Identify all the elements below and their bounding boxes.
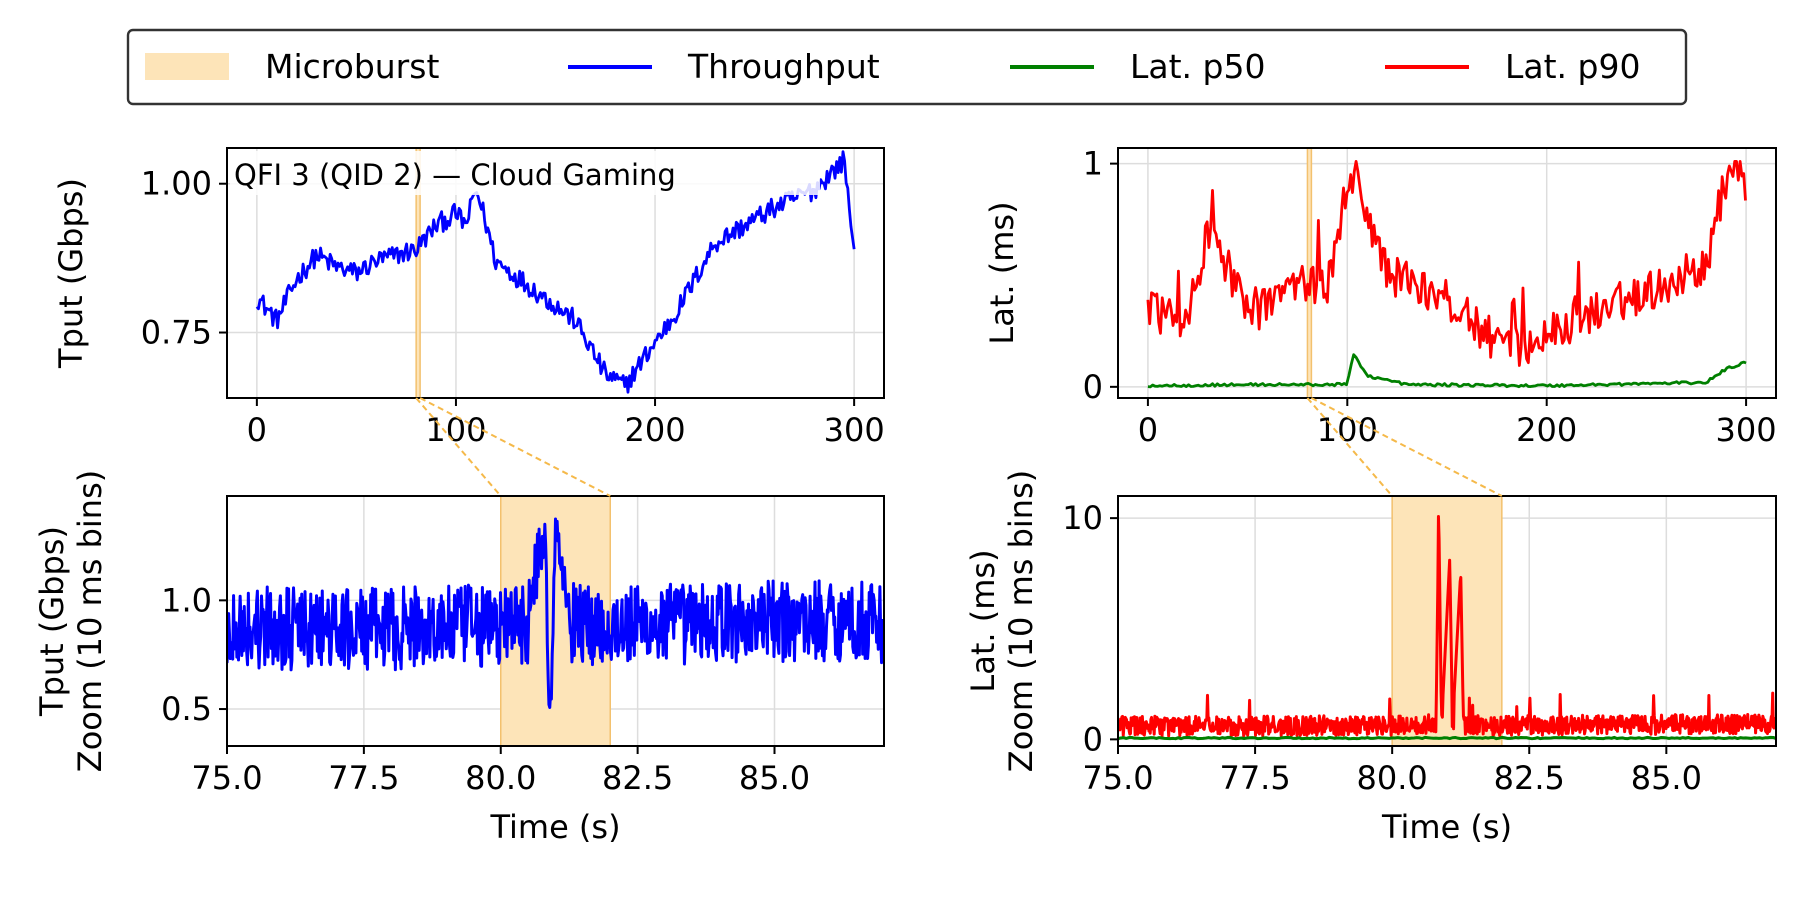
title-box: [230, 151, 820, 195]
y-tick-label: 0.75: [141, 314, 212, 352]
legend-swatch-microburst: [145, 53, 229, 80]
zoom-connector-left: [415, 397, 502, 497]
x-tick-label: 85.0: [739, 759, 810, 797]
y-axis-label: Lat. (ms)Zoom (10 ms bins): [964, 470, 1040, 772]
microburst-band: [415, 148, 421, 398]
x-tick-label: 200: [1516, 411, 1577, 449]
x-tick-label: 77.5: [328, 759, 399, 797]
y-tick-label: 1: [1083, 145, 1103, 183]
series-line-lat-p90: [1118, 515, 1776, 738]
legend: Microburst Throughput Lat. p50 Lat. p90: [126, 28, 1688, 106]
y-tick-label: 0: [1083, 720, 1103, 758]
y-tick-label: 0: [1083, 368, 1103, 406]
x-axis-label: Time (s): [1381, 808, 1512, 846]
x-tick-label: 82.5: [602, 759, 673, 797]
zoom-connectors: [415, 397, 1503, 497]
axes-frame: [226, 495, 885, 747]
series-line-lat-p90: [1146, 159, 1747, 367]
zoom-connector-left: [1306, 397, 1393, 497]
x-axis-label: Time (s): [489, 808, 620, 846]
x-tick-label: 77.5: [1219, 759, 1290, 797]
legend-label: Lat. p90: [1505, 47, 1640, 86]
legend-label: Lat. p50: [1130, 47, 1265, 86]
throughput-zoom-panel: 75.0 77.5 80.0 82.5 85.0 0.5 1.0 Time (s) Tput (…: [33, 470, 885, 846]
legend-label: Microburst: [265, 47, 439, 86]
series-line-lat-p50: [1118, 735, 1776, 741]
axes-frame: [226, 147, 885, 399]
y-tick-label: 0.5: [161, 690, 212, 728]
zoom-connector-right: [419, 397, 611, 497]
x-tick-label: 75.0: [191, 759, 262, 797]
axes-frame: [1117, 147, 1777, 399]
legend-frame: [126, 28, 1688, 106]
latency-zoom-panel: 75.0 77.5 80.0 82.5 85.0 0 10 Time (s) Lat. (ms)…: [964, 470, 1777, 846]
x-tick-label: 85.0: [1631, 759, 1702, 797]
x-tick-label: 300: [824, 411, 885, 449]
series-line-lat-p50: [1147, 353, 1747, 389]
y-axis-label: Lat. (ms): [983, 201, 1021, 344]
x-tick-label: 0: [1138, 411, 1158, 449]
y-axis-label: Tput (Gbps): [52, 178, 90, 369]
zoom-connector-right: [1310, 397, 1503, 497]
x-tick-label: 75.0: [1082, 759, 1153, 797]
axes-frame: [1117, 495, 1777, 747]
panel-title: QFI 3 (QID 2) — Cloud Gaming: [234, 158, 676, 192]
x-tick-label: 300: [1716, 411, 1777, 449]
y-tick-label: 10: [1062, 499, 1103, 537]
x-tick-label: 80.0: [1357, 759, 1428, 797]
x-tick-label: 200: [625, 411, 686, 449]
y-axis-label: Tput (Gbps)Zoom (10 ms bins): [33, 470, 109, 772]
x-tick-label: 0: [247, 411, 267, 449]
x-tick-label: 80.0: [465, 759, 536, 797]
legend-label: Throughput: [687, 47, 880, 86]
y-tick-label: 1.0: [161, 581, 212, 619]
x-tick-label: 82.5: [1494, 759, 1565, 797]
y-tick-label: 1.00: [141, 165, 212, 203]
series-line-throughput: [255, 150, 856, 394]
series-line-throughput: [227, 517, 884, 709]
